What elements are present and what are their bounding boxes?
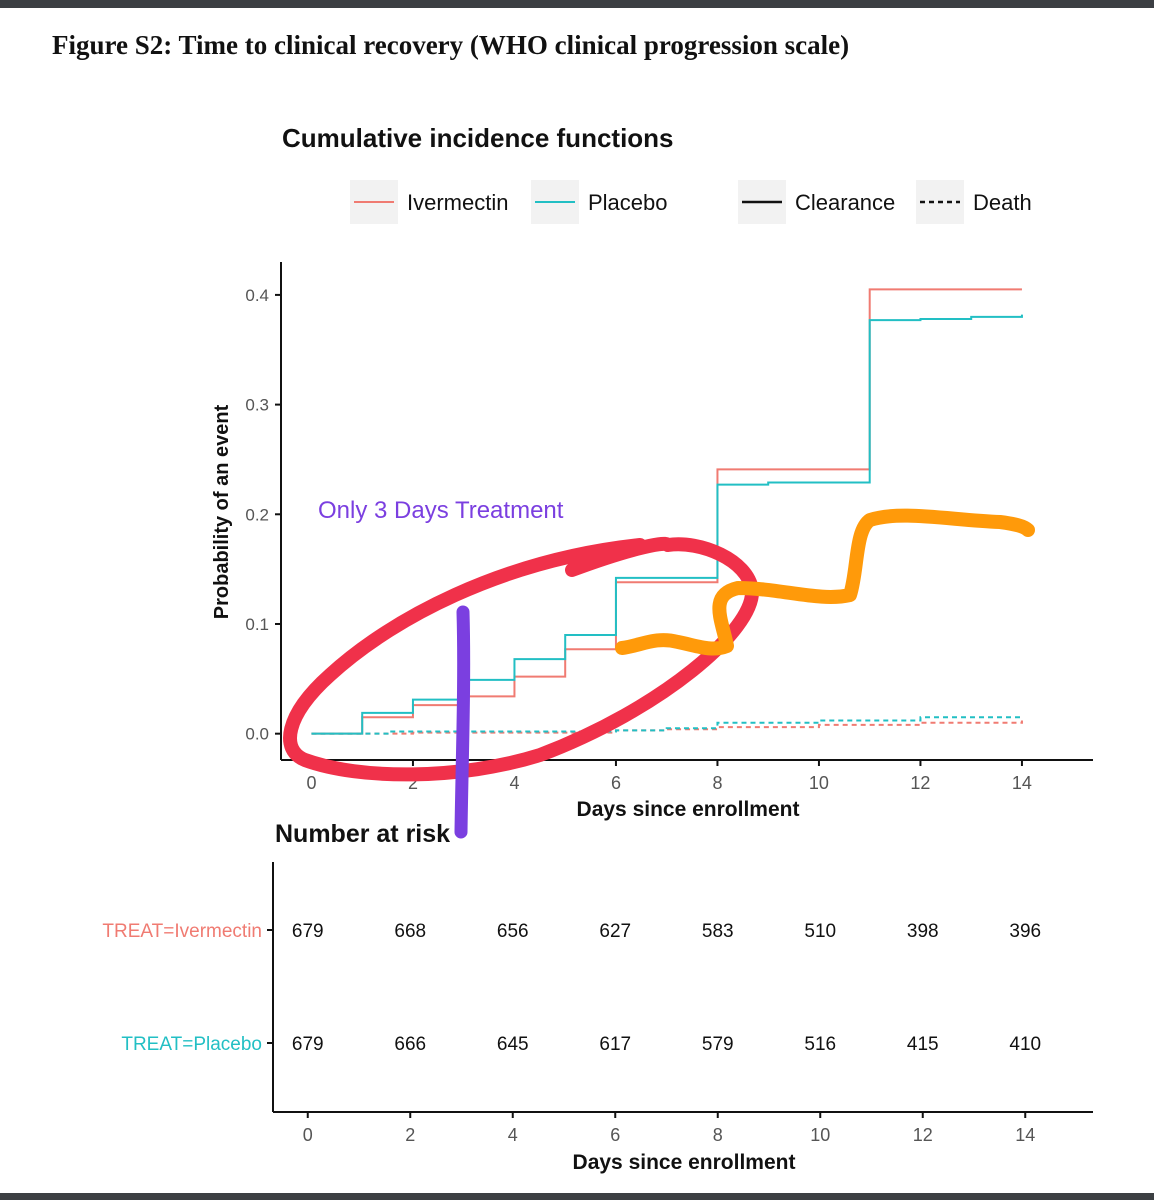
cif-y-ticks: 0.0 0.1 0.2 0.3 0.4 <box>245 286 281 744</box>
cif-x-tick-label: 8 <box>712 773 722 793</box>
risk-cell-placebo: 579 <box>702 1034 734 1055</box>
risk-x-tick-label: 0 <box>303 1125 313 1145</box>
risk-title: Number at risk <box>275 820 450 848</box>
cif-y-tick-label: 0.2 <box>245 505 269 524</box>
red-ellipse-annotation <box>283 536 759 782</box>
risk-cell-ivermectin: 668 <box>394 921 426 942</box>
legend-label-placebo: Placebo <box>588 190 668 215</box>
bottom-border <box>0 1193 1154 1200</box>
risk-cell-ivermectin: 656 <box>497 921 529 942</box>
risk-x-tick-label: 6 <box>610 1125 620 1145</box>
cif-x-tick-label: 4 <box>509 773 519 793</box>
figure-title: Figure S2: Time to clinical recovery (WH… <box>52 30 850 60</box>
risk-cell-placebo: 645 <box>497 1034 529 1055</box>
risk-row-label-ivermectin: TREAT=Ivermectin <box>102 921 262 942</box>
cif-y-tick-label: 0.1 <box>245 615 269 634</box>
risk-x-tick-label: 4 <box>508 1125 518 1145</box>
cif-x-tick-label: 0 <box>306 773 316 793</box>
risk-x-tick-label: 8 <box>713 1125 723 1145</box>
risk-cell-placebo: 617 <box>599 1034 631 1055</box>
purple-line-annotation <box>454 605 471 839</box>
risk-cell-ivermectin: 583 <box>702 921 734 942</box>
cif-x-tick-label: 10 <box>809 773 829 793</box>
risk-x-ticks: 0 2 4 6 8 10 12 14 <box>303 1112 1035 1145</box>
series-line-placebo-clearance <box>311 314 1023 735</box>
risk-x-tick-label: 10 <box>810 1125 830 1145</box>
top-border <box>0 0 1154 8</box>
treatment-note-annotation: Only 3 Days Treatment <box>318 497 564 524</box>
risk-x-tick-label: 14 <box>1015 1125 1035 1145</box>
orange-curve-annotation <box>615 508 1035 656</box>
risk-cell-placebo: 410 <box>1009 1034 1041 1055</box>
cif-x-tick-label: 2 <box>408 773 418 793</box>
cif-x-ticks: 0 2 4 6 8 10 12 14 <box>306 760 1032 793</box>
risk-cell-placebo: 516 <box>804 1034 836 1055</box>
cif-y-tick-label: 0.3 <box>245 396 269 415</box>
legend-label-death: Death <box>973 190 1032 215</box>
risk-x-tick-label: 12 <box>913 1125 933 1145</box>
risk-cell-placebo: 666 <box>394 1034 426 1055</box>
risk-values: 679 668 656 627 583 510 398 396 679 666 645 617 579 5… <box>292 921 1041 1055</box>
cif-x-tick-label: 6 <box>611 773 621 793</box>
risk-cell-placebo: 415 <box>907 1034 939 1055</box>
risk-cell-ivermectin: 510 <box>804 921 836 942</box>
series-line-ivermectin-clearance <box>311 288 1022 735</box>
cif-legend: Ivermectin Placebo Clearance Death <box>350 180 1032 224</box>
cif-x-tick-label: 12 <box>910 773 930 793</box>
cif-x-tick-label: 14 <box>1012 773 1032 793</box>
cif-y-tick-label: 0.0 <box>245 725 269 744</box>
risk-x-tick-label: 2 <box>405 1125 415 1145</box>
risk-cell-ivermectin: 627 <box>599 921 631 942</box>
cif-x-label: Days since enrollment <box>577 798 800 821</box>
hand-annotations: Only 3 Days Treatment <box>283 497 1035 839</box>
cif-title: Cumulative incidence functions <box>282 123 674 153</box>
risk-row-label-placebo: TREAT=Placebo <box>121 1034 262 1055</box>
legend-label-clearance: Clearance <box>795 190 895 215</box>
cif-y-tick-label: 0.4 <box>245 286 269 305</box>
risk-cell-ivermectin: 396 <box>1009 921 1041 942</box>
risk-cell-ivermectin: 679 <box>292 921 324 942</box>
risk-x-label: Days since enrollment <box>573 1151 796 1174</box>
cif-y-label: Probability of an event <box>211 404 233 619</box>
legend-label-ivermectin: Ivermectin <box>407 190 508 215</box>
risk-cell-ivermectin: 398 <box>907 921 939 942</box>
risk-cell-placebo: 679 <box>292 1034 324 1055</box>
